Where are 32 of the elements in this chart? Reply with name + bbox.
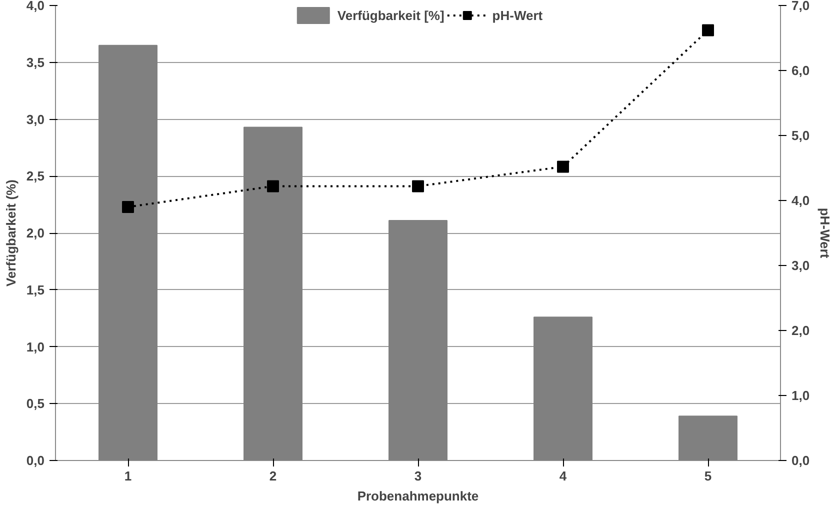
y-tick-label: 2,0 [26, 226, 45, 240]
x-tick-label: 5 [704, 468, 712, 484]
y2-tick-label: 2,0 [792, 323, 810, 338]
y-tick-label: 0,0 [26, 453, 45, 468]
x-axis-title: Probenahmepunkte [357, 488, 479, 504]
y2-tick-label: 4,0 [792, 193, 810, 208]
y-tick-label: 0,5 [26, 396, 45, 412]
y-tick-label: 4,0 [26, 0, 45, 13]
y2-tick-label: 5,0 [792, 128, 810, 143]
legend-label: pH-Wert [492, 8, 543, 22]
point [267, 180, 279, 192]
y2-axis-title: pH-Wert [818, 208, 833, 259]
legend-label: Verfügbarkeit [%] [337, 8, 444, 22]
y-axis-title: Verfügbarkeit (%) [3, 180, 18, 286]
point [702, 24, 714, 36]
y2-tick-label: 0,0 [792, 453, 810, 468]
y-tick-label: 3,0 [26, 112, 45, 127]
y-tick-label: 1,5 [26, 282, 45, 298]
y2-tick-label: 1,0 [792, 388, 810, 403]
point [412, 180, 424, 192]
y2-tick-label: 3,0 [792, 258, 810, 273]
x-tick-label: 2 [269, 468, 277, 484]
y-tick-label: 3,5 [26, 54, 45, 70]
y-tick-label: 2,5 [26, 168, 45, 184]
y2-tick-label: 7,0 [792, 0, 810, 13]
y2-tick-label: 6,0 [792, 63, 810, 78]
x-tick-label: 4 [559, 468, 568, 484]
point [122, 201, 134, 213]
point [557, 160, 569, 173]
x-tick-label: 3 [414, 468, 422, 484]
y-tick-label: 1,0 [26, 339, 45, 354]
x-tick-label: 1 [124, 468, 132, 484]
